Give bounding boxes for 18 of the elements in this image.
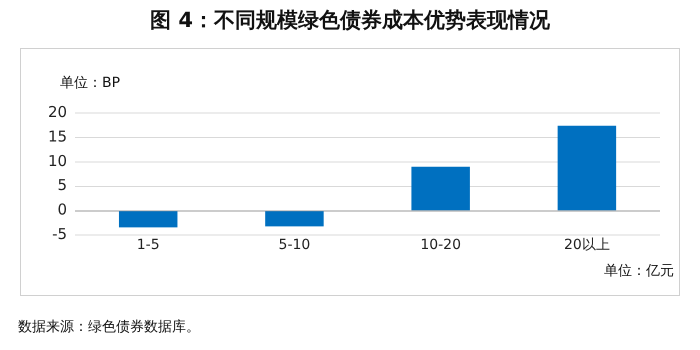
x-tick-label: 20以上: [564, 237, 610, 254]
chart-title: 图 4：不同规模绿色债券成本优势表现情况: [149, 7, 551, 34]
x-axis-title: 单位：亿元: [604, 262, 674, 280]
y-tick-label: 0: [58, 200, 68, 219]
bar: [265, 211, 324, 226]
y-tick-label: 10: [48, 152, 68, 170]
x-tick-label: 5-10: [278, 237, 310, 254]
y-tick-label: -5: [52, 225, 68, 244]
x-tick-label: 1-5: [136, 237, 160, 254]
y-tick-label: 20: [48, 102, 68, 121]
y-axis-title: 单位：BP: [60, 74, 120, 92]
bar: [558, 126, 616, 210]
y-tick-label: 15: [48, 127, 68, 146]
y-tick-label: 5: [58, 176, 68, 194]
source-note: 数据来源：绿色债券数据库。: [18, 318, 200, 336]
bar: [118, 211, 178, 228]
bar: [411, 166, 470, 210]
x-tick-label: 10-20: [420, 237, 461, 254]
